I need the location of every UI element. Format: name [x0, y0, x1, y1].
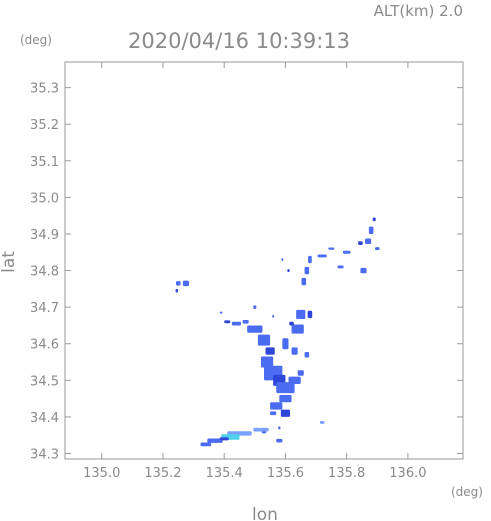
echo-cell — [319, 420, 325, 424]
y-tick-label: 35.2 — [30, 118, 59, 133]
echo-cells-layer — [175, 217, 380, 447]
echo-cell — [231, 321, 242, 326]
echo-cell — [253, 305, 257, 309]
y-axis-unit: (deg) — [20, 33, 52, 47]
y-tick-label: 34.3 — [30, 448, 59, 463]
echo-cell — [281, 258, 284, 262]
x-tick-label: 135.6 — [267, 466, 304, 481]
echo-cell — [307, 310, 313, 319]
y-tick-label: 35.3 — [30, 82, 59, 97]
echo-cell — [301, 277, 307, 286]
echo-cell — [278, 426, 281, 430]
echo-cell — [276, 382, 295, 394]
y-tick-label: 34.9 — [30, 228, 59, 243]
echo-cell — [200, 442, 212, 447]
echo-cell — [247, 325, 263, 333]
y-tick-label: 34.7 — [30, 301, 59, 316]
echo-cell — [219, 311, 223, 314]
y-axis-title: lat — [0, 251, 19, 273]
y-tick-label: 34.6 — [30, 338, 59, 353]
y-tick-label: 35.1 — [30, 155, 59, 170]
echo-cell — [260, 356, 274, 368]
altitude-label: ALT(km) 2.0 — [374, 2, 463, 20]
y-tick-label: 34.4 — [30, 411, 59, 426]
echo-cell — [280, 409, 291, 417]
echo-cell — [374, 247, 380, 251]
timestamp-title: 2020/04/16 10:39:13 — [128, 29, 350, 53]
echo-cell — [288, 376, 301, 384]
echo-cell — [270, 402, 283, 410]
x-axis-unit: (deg) — [451, 485, 483, 499]
echo-cell — [372, 217, 376, 222]
plot-frame — [64, 61, 464, 460]
echo-cell — [287, 269, 290, 273]
echo-cell — [297, 370, 304, 376]
y-tick-label: 35.0 — [30, 191, 59, 206]
echo-cell — [282, 338, 289, 350]
echo-cell — [257, 334, 271, 346]
echo-cell — [328, 247, 335, 250]
echo-cell — [289, 321, 294, 326]
echo-cell — [342, 250, 351, 254]
echo-cell — [207, 438, 223, 443]
echo-cell — [358, 241, 363, 245]
echo-cell — [253, 427, 269, 432]
echo-cell — [219, 437, 229, 441]
echo-cell — [265, 347, 275, 355]
x-tick-label: 135.8 — [328, 466, 365, 481]
echo-cell — [360, 267, 367, 274]
x-tick-label: 135.0 — [83, 466, 120, 481]
echo-cell — [296, 309, 306, 320]
y-tick-label: 34.5 — [30, 374, 59, 389]
echo-cell — [242, 319, 249, 324]
echo-cell — [182, 280, 189, 287]
echo-cell — [175, 281, 181, 286]
echo-cell — [308, 255, 312, 264]
echo-cell — [304, 351, 310, 358]
echo-cell — [276, 438, 283, 443]
echo-cell — [175, 288, 178, 293]
echo-cell — [291, 347, 298, 355]
echo-cell — [365, 238, 372, 245]
echo-cell — [272, 314, 275, 318]
echo-cell — [291, 324, 304, 334]
axis-ticks-layer: 135.0 135.2 135.4 135.6 135.8 136.0 35.3 35.2 35… — [30, 62, 463, 481]
echo-cell — [368, 226, 374, 234]
echo-cell — [317, 254, 327, 258]
echo-cell — [337, 265, 344, 269]
x-tick-label: 135.2 — [144, 466, 181, 481]
echo-cell — [304, 266, 310, 275]
x-tick-label: 136.0 — [389, 466, 426, 481]
y-tick-label: 34.8 — [30, 265, 59, 280]
x-axis-title: lon — [252, 505, 278, 521]
x-tick-label: 135.4 — [206, 466, 243, 481]
echo-cell — [270, 411, 277, 416]
echo-cell — [279, 394, 292, 403]
echo-cell — [224, 320, 231, 324]
